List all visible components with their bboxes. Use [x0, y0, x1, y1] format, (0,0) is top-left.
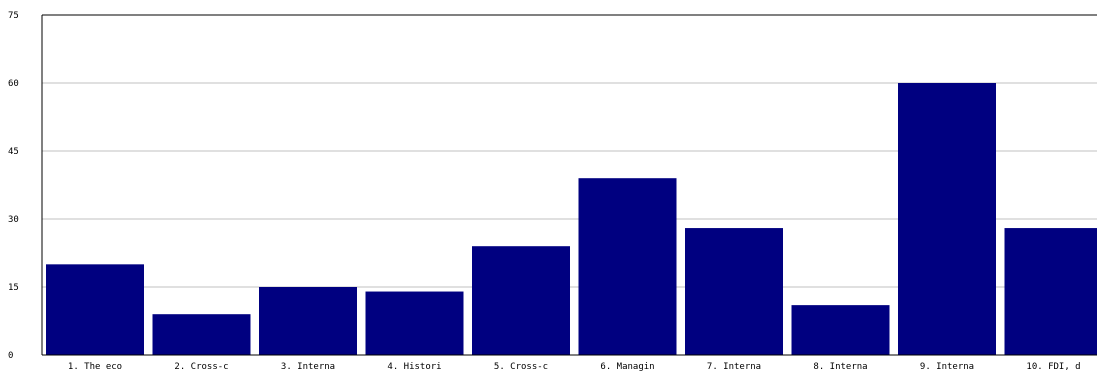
x-tick-label: 9. Interna	[920, 362, 974, 372]
bar	[46, 264, 144, 355]
y-tick-label: 15	[8, 283, 19, 293]
x-tick-label: 10. FDI, d	[1026, 362, 1080, 372]
bar	[1005, 228, 1097, 355]
y-tick-labels: 0 15 30 45 60 75	[8, 11, 19, 361]
x-tick-label: 8. Interna	[813, 362, 867, 372]
y-tick-label: 30	[8, 215, 19, 225]
x-tick-label: 2. Cross-c	[174, 362, 228, 372]
x-tick-label: 7. Interna	[707, 362, 761, 372]
bar	[259, 287, 357, 355]
y-tick-label: 0	[8, 351, 13, 361]
bar	[579, 178, 677, 355]
bar	[153, 314, 251, 355]
bar	[898, 83, 996, 355]
y-tick-label: 45	[8, 147, 19, 157]
x-tick-label: 5. Cross-c	[494, 362, 548, 372]
x-tick-label: 3. Interna	[281, 362, 335, 372]
x-tick-label: 4. Histori	[387, 362, 441, 372]
bar	[685, 228, 783, 355]
x-tick-label: 6. Managin	[600, 362, 654, 372]
bar	[366, 292, 464, 355]
y-tick-label: 60	[8, 79, 19, 89]
bar	[472, 246, 570, 355]
x-tick-label: 1. The eco	[68, 362, 122, 372]
bar	[792, 305, 890, 355]
x-tick-labels: 1. The eco 2. Cross-c 3. Interna 4. Histori…	[68, 362, 1081, 372]
y-tick-label: 75	[8, 11, 19, 21]
